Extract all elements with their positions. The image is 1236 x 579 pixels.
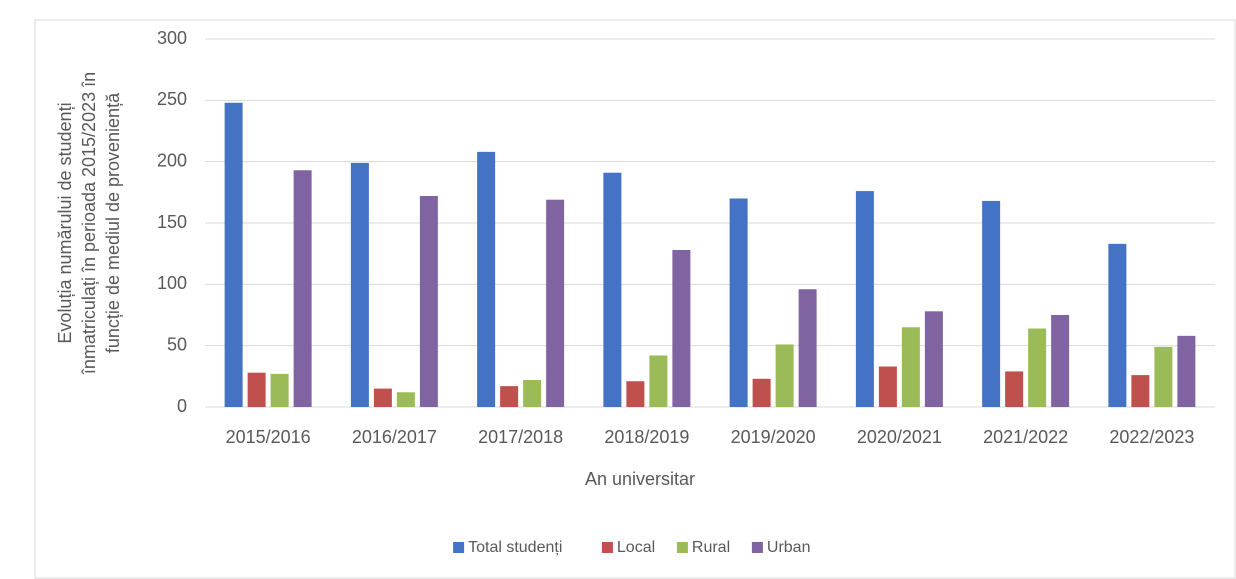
y-axis-title: Evoluția numărului de studenți înmatricul…: [55, 72, 123, 375]
bar: [626, 381, 645, 407]
y-tick-label: 250: [157, 89, 187, 109]
legend-swatch: [453, 542, 465, 553]
bar: [419, 196, 438, 407]
y-tick-label: 300: [157, 28, 187, 48]
legend-label: Local: [617, 539, 655, 556]
bar: [247, 372, 266, 407]
bar: [729, 198, 748, 407]
legend-swatch: [676, 542, 688, 553]
x-tick-label: 2022/2023: [1109, 427, 1194, 447]
bar: [1108, 243, 1127, 407]
bar: [878, 366, 897, 407]
x-tick-label: 2018/2019: [604, 427, 689, 447]
y-axis-title-line: funcție de mediul de proveniență: [103, 92, 123, 353]
y-axis-title-line: înmatriculați în perioada 2015/2023 în: [79, 72, 99, 375]
x-tick-label: 2015/2016: [226, 427, 311, 447]
bar: [224, 102, 243, 407]
bar: [396, 392, 415, 407]
legend-label: Urban: [767, 539, 811, 556]
legend-swatch: [751, 542, 763, 553]
bar: [1154, 346, 1173, 407]
bar: [477, 151, 496, 407]
y-tick-label: 100: [157, 273, 187, 293]
bar: [603, 172, 622, 407]
bar: [1005, 371, 1024, 407]
x-tick-label: 2017/2018: [478, 427, 563, 447]
chart-border: [34, 19, 1236, 579]
x-tick-label: 2016/2017: [352, 427, 437, 447]
legend-label: Total studenți: [468, 539, 562, 556]
x-axis-title: An universitar: [585, 469, 695, 489]
y-tick-label: 0: [177, 396, 187, 416]
bar: [901, 327, 920, 407]
bar: [775, 344, 794, 407]
y-axis-title-line: Evoluția numărului de studenți: [55, 102, 75, 343]
bar: [500, 386, 519, 407]
bar: [350, 162, 369, 407]
bar: [672, 249, 691, 407]
bar: [1177, 335, 1196, 407]
bar: [649, 355, 668, 407]
bar: [982, 200, 1001, 407]
bar: [1051, 315, 1070, 407]
legend-swatch: [601, 542, 613, 553]
bar: [373, 388, 392, 407]
x-tick-label: 2020/2021: [857, 427, 942, 447]
x-tick-label: 2021/2022: [983, 427, 1068, 447]
legend: Total studenți Local Rural Urban: [453, 539, 810, 556]
y-tick-label: 50: [167, 334, 187, 354]
bar: [1028, 328, 1047, 407]
bar: [855, 191, 874, 407]
bar: [924, 311, 943, 407]
bar: [798, 289, 817, 407]
bar: [270, 373, 289, 407]
y-tick-label: 200: [157, 150, 187, 170]
bar: [293, 170, 312, 407]
y-tick-label: 150: [157, 212, 187, 232]
legend-label: Rural: [692, 539, 730, 556]
bar: [523, 380, 542, 407]
x-tick-label: 2019/2020: [731, 427, 816, 447]
bar: [752, 378, 771, 407]
bar: [546, 199, 565, 407]
bar: [1131, 375, 1150, 407]
